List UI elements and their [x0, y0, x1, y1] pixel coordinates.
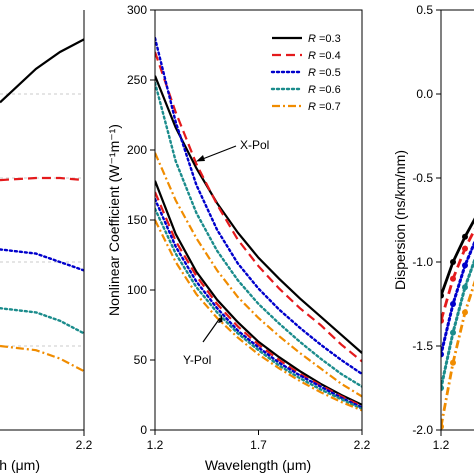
- legend-label-0: R =0.3: [308, 33, 341, 45]
- right-y-axis-label: Dispersion (ns/km/nm): [392, 150, 408, 290]
- y-pol-arrowhead: [218, 314, 223, 323]
- right-series-marker-4: [441, 423, 444, 430]
- right-y-ticks: 0.5 0.0 -0.5 -1.0 -1.5 -2.0: [412, 3, 441, 437]
- legend-label-1: R =0.4: [308, 50, 341, 62]
- left-series-line-0: [0, 38, 84, 104]
- right-y-tick-label: -0.5: [412, 171, 433, 185]
- middle-series-line-xpol-2: [155, 36, 362, 376]
- right-series-marker-1: [450, 275, 456, 282]
- right-y-tick-label: -1.0: [412, 255, 433, 269]
- right-series-marker-0: [462, 233, 468, 240]
- right-y-tick-label: -2.0: [412, 423, 433, 437]
- x-pol-arrow: [199, 145, 237, 161]
- y-pol-arrow: [202, 317, 221, 343]
- y-pol-annotation: Y-Pol: [183, 314, 223, 367]
- middle-series-line-ypol-8: [155, 207, 362, 411]
- right-series-marker-0: [450, 259, 456, 265]
- y-pol-label: Y-Pol: [183, 353, 211, 367]
- right-series-marker-0: [441, 292, 444, 299]
- middle-x-axis-label: Wavelength (μm): [205, 457, 311, 473]
- middle-y-tick-label: 250: [127, 73, 147, 87]
- middle-x-tick-label: 1.2: [147, 438, 164, 452]
- middle-series-line-ypol-5: [155, 180, 362, 406]
- middle-series-line-xpol-0: [155, 75, 362, 354]
- middle-y-ticks: 0 50 100 150 200 250 300: [127, 3, 155, 437]
- right-series-marker-4: [462, 309, 468, 316]
- middle-x-tick-label: 1.7: [250, 438, 267, 452]
- x-pol-label: X-Pol: [240, 138, 269, 152]
- middle-y-tick-label: 0: [140, 423, 147, 437]
- middle-y-tick-label: 150: [127, 213, 147, 227]
- middle-y-tick-label: 100: [127, 283, 147, 297]
- right-series-marker-3: [450, 329, 456, 336]
- left-x-tick-label: 2.2: [76, 438, 93, 452]
- right-series-marker-2: [441, 351, 444, 358]
- middle-y-tick-label: 300: [127, 3, 147, 17]
- right-series-marker-2: [450, 301, 456, 307]
- right-series-marker-3: [462, 284, 468, 291]
- legend-label-2: R =0.5: [308, 67, 341, 79]
- middle-series-line-xpol-4: [155, 152, 362, 398]
- legend-label-4: R =0.7: [308, 101, 341, 113]
- middle-series-line-ypol-9: [155, 219, 362, 412]
- left-series-line-4: [0, 344, 84, 373]
- middle-series-line-xpol-1: [155, 51, 362, 363]
- middle-series-group: [155, 36, 362, 412]
- left-gridlines: [0, 93, 84, 347]
- right-series-line-2: [441, 240, 474, 356]
- right-series-marker-2: [462, 262, 468, 269]
- middle-series-line-ypol-7: [155, 197, 362, 409]
- middle-y-axis-label: Nonlinear Coefficient (W⁻¹m⁻¹): [106, 124, 122, 316]
- middle-y-tick-label: 200: [127, 143, 147, 157]
- right-series-line-0: [441, 217, 474, 297]
- left-series-line-3: [0, 307, 84, 335]
- middle-y-tick-label: 50: [134, 353, 148, 367]
- right-y-tick-label: 0.5: [416, 3, 433, 17]
- left-series-group: [0, 38, 84, 373]
- middle-x-tick-label: 2.2: [354, 438, 371, 452]
- x-pol-arrowhead: [196, 155, 205, 162]
- left-series-line-2: [0, 248, 84, 272]
- legend: R =0.3 R =0.4 R =0.5 R =0.6 R =0.7: [270, 33, 341, 113]
- left-panel: 2.2 gth (μm): [0, 10, 93, 473]
- left-series-line-1: [0, 176, 84, 182]
- middle-series-line-ypol-6: [155, 191, 362, 408]
- middle-x-ticks: 1.2 1.7 2.2: [147, 430, 371, 452]
- right-series-marker-1: [462, 245, 468, 252]
- right-series-marker-4: [450, 359, 456, 366]
- right-series-line-4: [441, 280, 474, 427]
- right-y-tick-label: -1.5: [412, 339, 433, 353]
- right-series-line-3: [441, 257, 474, 390]
- x-pol-annotation: X-Pol: [196, 138, 269, 162]
- middle-panel: 0 50 100 150 200 250 300 1.2 1.7 2.2 Wavelength …: [106, 3, 371, 473]
- left-x-axis-label: gth (μm): [0, 457, 40, 473]
- right-series-marker-1: [441, 317, 444, 324]
- middle-series-line-xpol-3: [155, 81, 362, 388]
- right-series-group: [441, 217, 474, 430]
- right-y-tick-label: 0.0: [416, 87, 433, 101]
- right-x-tick-label: 1.2: [433, 438, 450, 452]
- legend-label-3: R =0.6: [308, 84, 341, 96]
- right-panel: 0.5 0.0 -0.5 -1.0 -1.5 -2.0 1.2 Dispersion (n…: [392, 3, 474, 452]
- right-series-line-1: [441, 227, 474, 322]
- right-series-marker-3: [441, 385, 444, 391]
